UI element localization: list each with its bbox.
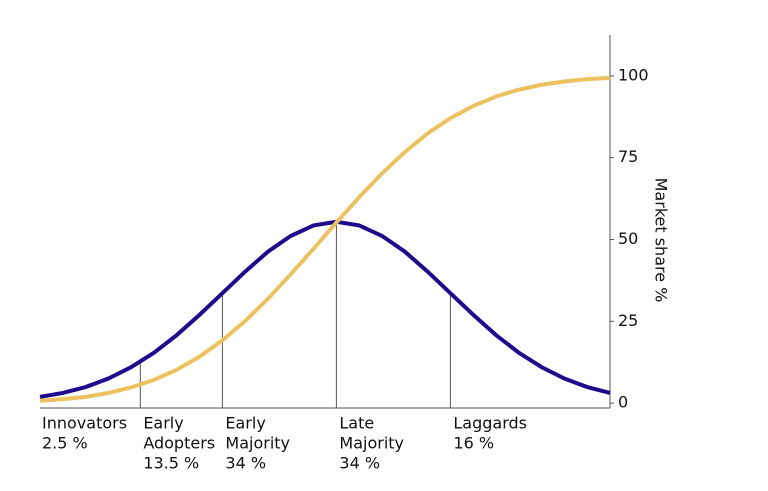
segment-label: Laggards [453,414,527,433]
y-tick-label: 0 [618,393,628,412]
segment-share: 2.5 % [42,434,88,453]
y-tick-label: 75 [618,147,638,166]
segment-label: Innovators [42,414,127,433]
segment-share: 34 % [339,454,380,473]
y-tick-label: 100 [618,65,649,84]
y-tick-label: 25 [618,311,638,330]
y-tick-label: 50 [618,229,638,248]
segment-label: Adopters [143,434,215,453]
segment-share: 34 % [225,454,266,473]
segment-label: Majority [339,434,404,453]
segment-label: Late [339,414,374,433]
segment-label: Early [225,414,265,433]
curve [39,75,611,403]
segment-share: 16 % [453,434,494,453]
curve [39,219,611,399]
segment-label: Majority [225,434,290,453]
segment-share: 13.5 % [143,454,199,473]
segment-label: Early [143,414,183,433]
y-axis-title: Market share % [652,178,671,303]
